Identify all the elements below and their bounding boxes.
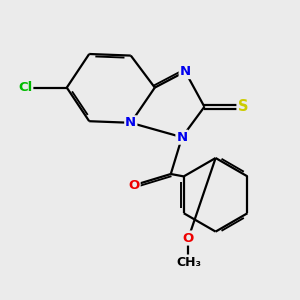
Text: S: S [238,99,248,114]
Text: CH₃: CH₃ [176,256,201,268]
Text: O: O [128,179,140,192]
Text: N: N [180,65,191,78]
Text: N: N [125,116,136,129]
Text: Cl: Cl [18,81,32,94]
Text: O: O [183,232,194,244]
Text: N: N [176,131,188,144]
